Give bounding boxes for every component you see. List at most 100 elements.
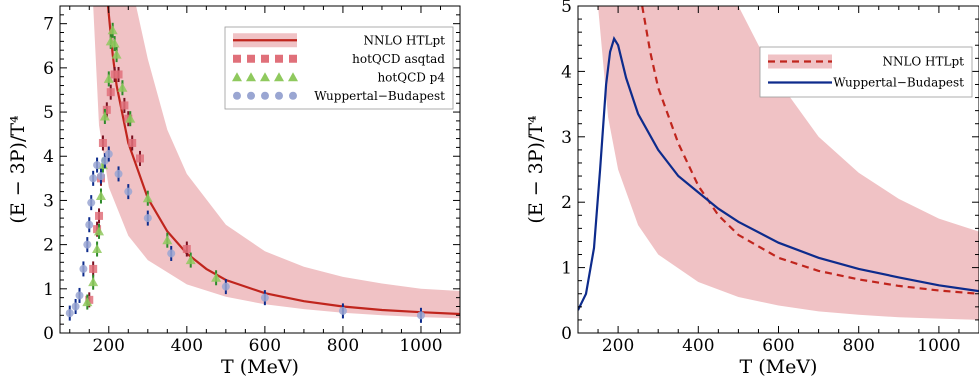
legend-marker [289, 54, 297, 63]
series-hotqcd-asqtad-point [89, 264, 98, 273]
plot-area [578, 6, 979, 320]
series-hotqcd-p4-point [117, 82, 128, 92]
legend-label: hotQCD p4 [377, 70, 445, 84]
y-tick-label: 5 [561, 0, 572, 17]
chart-panel-1: 200 400 600 800 1000 0 1 2 3 4 5 6 7 T (MeV) (E − 3P)/… [7, 5, 461, 378]
legend-marker [246, 72, 256, 82]
series-wuppertal-budapest-point [87, 198, 96, 207]
series-hotqcd-asqtad-point [85, 295, 94, 304]
legend-marker [233, 54, 241, 63]
legend-marker [247, 54, 255, 63]
x-axis-label: T (MeV) [221, 356, 299, 378]
y-tick-label: 3 [43, 191, 54, 211]
series-wuppertal-budapest-point [85, 220, 94, 229]
series-wuppertal-budapest-point [221, 282, 230, 291]
series-hotqcd-p4-point [125, 113, 136, 123]
legend-marker [232, 72, 242, 82]
x-tick-label: 800 [327, 336, 359, 356]
y-tick-label: 1 [43, 280, 54, 300]
series-hotqcd-p4-point [99, 111, 110, 121]
y-tick-label: 0 [43, 324, 54, 344]
series-wuppertal-budapest-point [75, 291, 84, 300]
series-hotqcd-p4-point [94, 226, 105, 236]
x-tick-label: 600 [762, 336, 794, 356]
series-hotqcd-asqtad-point [136, 154, 144, 163]
x-tick-label: 1000 [399, 336, 442, 356]
legend-label: Wuppertal−Budapest [833, 76, 964, 90]
series-hotqcd-p4-point [211, 272, 222, 282]
legend-marker [275, 54, 283, 63]
series-hotqcd-p4-point [111, 49, 122, 59]
legend-marker [275, 91, 283, 100]
plot-area [65, 6, 460, 323]
y-tick-label: 1 [561, 259, 572, 279]
series-wuppertal-budapest-line [578, 36, 979, 311]
legend-marker [233, 91, 241, 100]
series-hotqcd-p4-point [162, 235, 173, 245]
series-wuppertal-budapest-point [100, 156, 109, 165]
uncertainty-band [87, 6, 460, 319]
series-hotqcd-asqtad-point [106, 88, 115, 97]
legend-swatch-band [768, 54, 832, 69]
x-tick-label: 400 [171, 336, 203, 356]
y-tick-label: 4 [43, 147, 54, 167]
y-tick-label: 2 [43, 236, 54, 256]
series-hotqcd-asqtad-point [182, 245, 191, 254]
series-hotqcd-asqtad-point [102, 105, 111, 114]
y-tick-label: 6 [43, 59, 54, 79]
series-hotqcd-p4-point [109, 38, 120, 48]
y-tick-label: 3 [561, 128, 572, 148]
series-wuppertal-budapest-point [416, 311, 425, 320]
y-axis-label: (E − 3P)/T⁴ [525, 115, 547, 224]
legend-marker [261, 54, 269, 63]
legend-marker [289, 91, 297, 100]
x-axis-label: T (MeV) [740, 356, 818, 378]
x-tick-label: 1000 [917, 336, 960, 356]
legend-label: hotQCD asqtad [352, 52, 445, 66]
series-wuppertal-budapest-point [338, 306, 347, 315]
series-hotqcd-p4-point [95, 191, 106, 201]
series-wuppertal-budapest-point [83, 240, 92, 249]
y-tick-label: 2 [561, 193, 572, 213]
series-wuppertal-budapest-point [96, 172, 105, 181]
series-hotqcd-p4-point [88, 277, 99, 287]
series-hotqcd-p4-point [185, 255, 196, 265]
legend-label: Wuppertal−Budapest [314, 89, 445, 103]
series-hotqcd-p4-point [103, 73, 114, 83]
y-tick-label: 7 [43, 15, 54, 35]
series-hotqcd-asqtad-point [120, 101, 129, 110]
series-hotqcd-asqtad-point [98, 138, 107, 147]
series-hotqcd-p4-point [107, 25, 118, 35]
legend-label: NNLO HTLpt [363, 33, 445, 47]
legend: NNLO HTLpt Wuppertal−Budapest [759, 46, 973, 98]
legend: NNLO HTLpt hotQCD asqtad hotQCD p4 Wupperta… [224, 26, 454, 110]
series-wuppertal-budapest-point [260, 293, 269, 302]
series-hotqcd-p4-point [142, 193, 153, 203]
chart-panel-2: 200 400 600 800 1000 0 1 2 3 4 5 T (MeV) (E − 3P)/T⁴… [525, 0, 979, 378]
series-wuppertal-budapest-point [89, 174, 98, 183]
uncertainty-band [588, 6, 979, 320]
y-tick-label: 4 [561, 62, 572, 82]
series-wuppertal-budapest-point [71, 302, 80, 311]
series-hotqcd-asqtad-point [95, 211, 104, 220]
series-wuppertal-budapest-point [143, 214, 152, 223]
legend-marker [288, 72, 298, 82]
legend-marker [247, 91, 255, 100]
series-hotqcd-asqtad-point [114, 70, 123, 79]
y-tick-label: 0 [561, 324, 572, 344]
series-nnlo-htlpt-line [641, 6, 979, 295]
series-hotqcd-p4-point [92, 244, 103, 254]
legend-marker [261, 91, 269, 100]
series-hotqcd-p4-point [82, 297, 93, 307]
series-wuppertal-budapest-point [104, 150, 113, 159]
x-tick-label: 800 [842, 336, 874, 356]
y-tick-label: 5 [43, 103, 54, 123]
x-tick-label: 200 [93, 336, 125, 356]
series-wuppertal-budapest-point [65, 309, 74, 318]
series-wuppertal-budapest-point [167, 249, 176, 258]
series-hotqcd-asqtad-point [128, 138, 137, 147]
legend-marker [274, 72, 284, 82]
legend-marker [260, 72, 270, 82]
